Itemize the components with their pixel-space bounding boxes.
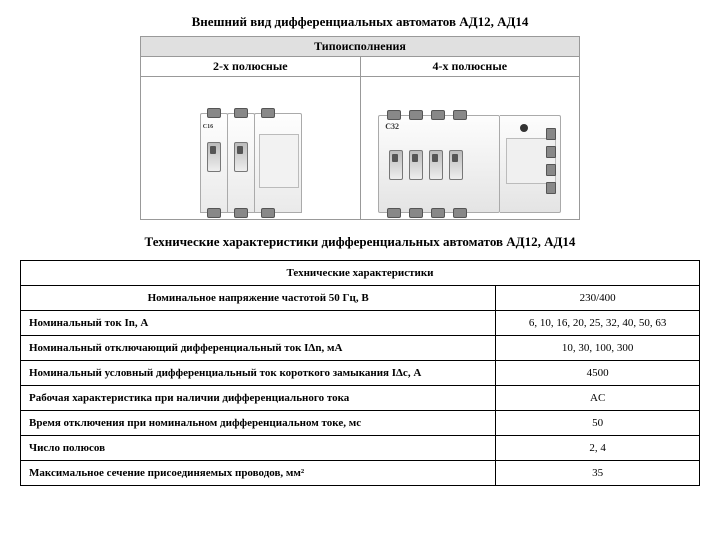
voltage-label: Номинальное напряжение частотой 50 Гц, В xyxy=(21,286,496,311)
param-cell: Рабочая характеристика при наличии диффе… xyxy=(21,386,496,411)
device2-label: C16 xyxy=(203,124,213,130)
col-2pole-header: 2-х полюсные xyxy=(141,57,361,77)
value-cell: 10, 30, 100, 300 xyxy=(496,336,700,361)
specs-title: Технические характеристики дифференциаль… xyxy=(20,234,700,250)
table-row: Рабочая характеристика при наличии диффе… xyxy=(21,386,700,411)
param-cell: Номинальный условный дифференциальный то… xyxy=(21,361,496,386)
value-cell: AC xyxy=(496,386,700,411)
param-cell: Максимальное сечение присоединяемых пров… xyxy=(21,461,496,486)
voltage-value: 230/400 xyxy=(496,286,700,311)
table-row: Номинальный условный дифференциальный то… xyxy=(21,361,700,386)
table-row: Максимальное сечение присоединяемых пров… xyxy=(21,461,700,486)
value-cell: 2, 4 xyxy=(496,436,700,461)
device-2pole-drawing: C16 xyxy=(200,113,301,213)
table-row: Время отключения при номинальном диффере… xyxy=(21,411,700,436)
device-2pole-cell: C16 xyxy=(141,77,361,220)
value-cell: 50 xyxy=(496,411,700,436)
spec-table: Технические характеристики Номинальное н… xyxy=(20,260,700,486)
value-cell: 6, 10, 16, 20, 25, 32, 40, 50, 63 xyxy=(496,311,700,336)
type-header-cell: Типоисполнения xyxy=(141,37,580,57)
param-cell: Номинальный отключающий дифференциальный… xyxy=(21,336,496,361)
type-table: Типоисполнения 2-х полюсные 4-х полюсные… xyxy=(140,36,580,220)
param-cell: Номинальный ток In, А xyxy=(21,311,496,336)
device-4pole-drawing: C32 xyxy=(378,115,561,213)
table-row: Номинальный отключающий дифференциальный… xyxy=(21,336,700,361)
table-row: Номинальный ток In, А6, 10, 16, 20, 25, … xyxy=(21,311,700,336)
appearance-title: Внешний вид дифференциальных автоматов А… xyxy=(20,14,700,30)
device4-label: C32 xyxy=(385,122,399,131)
col-4pole-header: 4-х полюсные xyxy=(360,57,580,77)
value-cell: 35 xyxy=(496,461,700,486)
table-row: Число полюсов2, 4 xyxy=(21,436,700,461)
param-cell: Время отключения при номинальном диффере… xyxy=(21,411,496,436)
spec-table-header: Технические характеристики xyxy=(21,261,700,286)
device-4pole-cell: C32 xyxy=(360,77,580,220)
value-cell: 4500 xyxy=(496,361,700,386)
param-cell: Число полюсов xyxy=(21,436,496,461)
